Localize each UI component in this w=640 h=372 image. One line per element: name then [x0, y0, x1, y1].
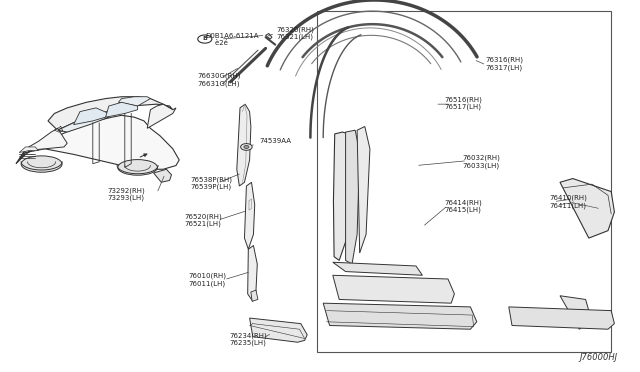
Text: 76234(RH)
76235(LH): 76234(RH) 76235(LH): [229, 332, 267, 346]
Polygon shape: [237, 104, 251, 186]
Polygon shape: [19, 147, 38, 153]
Polygon shape: [248, 246, 257, 301]
Polygon shape: [509, 307, 614, 329]
Polygon shape: [346, 130, 360, 264]
Text: 76320(RH)
76321(LH): 76320(RH) 76321(LH): [276, 26, 314, 41]
Text: 74539AA: 74539AA: [259, 138, 291, 144]
Polygon shape: [48, 97, 173, 130]
Polygon shape: [333, 262, 422, 275]
Text: 76410(RH)
76411(LH): 76410(RH) 76411(LH): [549, 195, 587, 209]
Polygon shape: [333, 275, 454, 303]
Polygon shape: [244, 182, 255, 249]
Bar: [317, 11, 611, 352]
Polygon shape: [74, 108, 109, 125]
Text: 76516(RH)
76517(LH): 76516(RH) 76517(LH): [445, 96, 483, 110]
Polygon shape: [560, 296, 592, 329]
Text: 73292(RH)
73293(LH): 73292(RH) 73293(LH): [108, 187, 145, 201]
Text: 76010(RH)
76011(LH): 76010(RH) 76011(LH): [189, 273, 227, 287]
Polygon shape: [323, 303, 477, 329]
Polygon shape: [147, 104, 176, 128]
Text: 76032(RH)
76033(LH): 76032(RH) 76033(LH): [462, 155, 500, 169]
Text: Ð0B1A6-6121A
    è2é: Ð0B1A6-6121A è2é: [206, 33, 260, 45]
Polygon shape: [357, 126, 370, 253]
Polygon shape: [58, 113, 109, 132]
Circle shape: [244, 145, 249, 148]
Circle shape: [241, 144, 252, 150]
Text: 76414(RH)
76415(LH): 76414(RH) 76415(LH): [445, 199, 483, 214]
Text: 76538P(RH)
76539P(LH): 76538P(RH) 76539P(LH): [191, 176, 233, 190]
Ellipse shape: [21, 156, 62, 172]
Circle shape: [198, 35, 212, 43]
Polygon shape: [333, 132, 351, 260]
Text: 76520(RH)
76521(LH): 76520(RH) 76521(LH): [184, 213, 222, 227]
Polygon shape: [250, 318, 307, 342]
Polygon shape: [106, 102, 138, 117]
Text: B: B: [202, 36, 207, 41]
Text: 76630G(RH)
76631G(LH): 76630G(RH) 76631G(LH): [197, 73, 241, 87]
Text: J76000HJ: J76000HJ: [579, 353, 618, 362]
Polygon shape: [154, 169, 172, 182]
Ellipse shape: [118, 160, 157, 175]
Polygon shape: [16, 115, 179, 169]
Polygon shape: [266, 33, 272, 39]
Text: 76316(RH)
76317(LH): 76316(RH) 76317(LH): [485, 57, 523, 71]
Polygon shape: [251, 290, 258, 301]
Polygon shape: [560, 179, 614, 238]
Polygon shape: [16, 128, 67, 164]
Polygon shape: [118, 97, 150, 106]
